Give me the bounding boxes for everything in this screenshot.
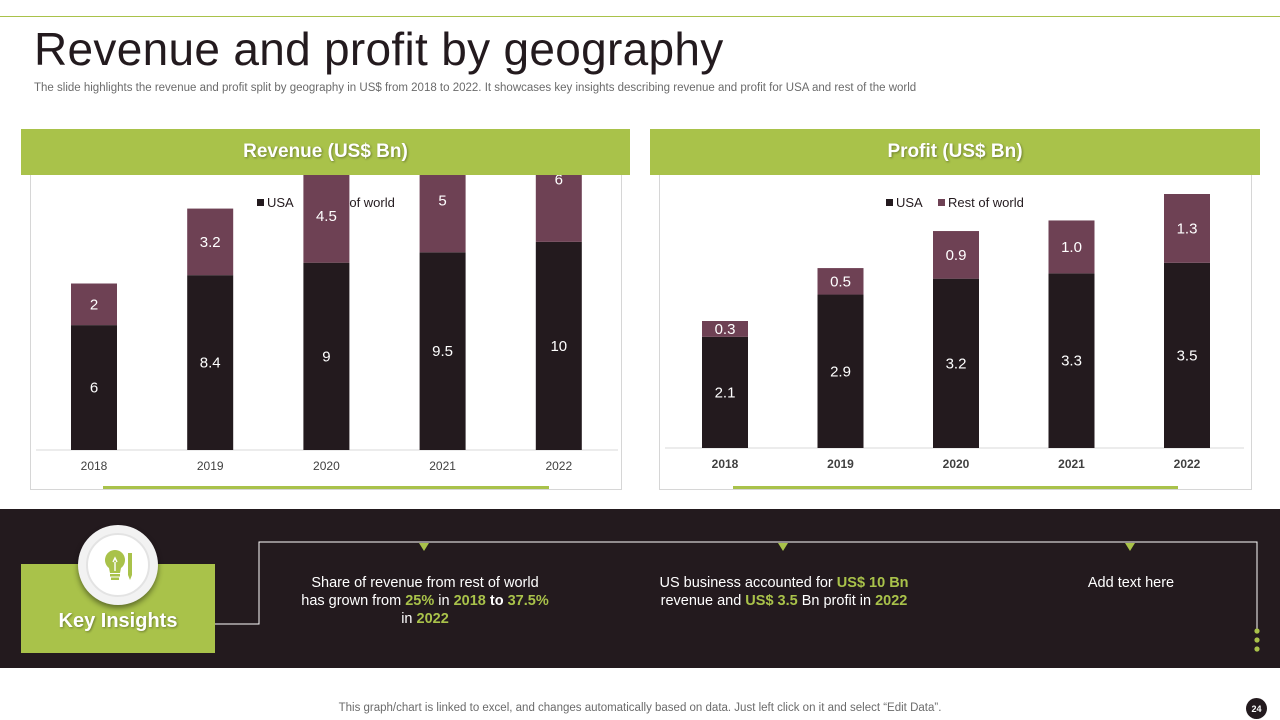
bar-usa-2020	[303, 262, 350, 450]
data-label: 3.2	[946, 355, 967, 372]
revenue-chart-header: Revenue (US$ Bn)	[21, 129, 630, 175]
bar-usa-2019	[817, 294, 864, 448]
x-tick-label: 2019	[197, 459, 224, 473]
profit-chart[interactable]: USA Rest of world 2.1 0.3 2018 2.9 0.5 2019 3.2 0…	[660, 175, 1253, 490]
bar-rest-of-world-2022	[535, 175, 582, 242]
bar-usa-2022	[1164, 262, 1210, 448]
x-tick-label: 2019	[827, 457, 854, 471]
legend-label: USA	[896, 195, 923, 210]
key-insights-badge	[78, 525, 158, 605]
connector-dot	[1254, 646, 1260, 652]
bar-rest-of-world-2021	[1048, 220, 1095, 274]
revenue-chart[interactable]: USA Rest of world6220188.43.2201994.52020…	[31, 175, 623, 490]
data-label: 0.3	[715, 321, 736, 338]
chart-accent-line	[733, 486, 1178, 489]
data-label: 2.9	[830, 363, 851, 380]
data-label: 1.0	[1061, 239, 1082, 256]
insight-highlight: 2022	[416, 611, 449, 627]
legend-swatch-rest-of-world	[938, 199, 945, 206]
lightbulb-pencil-icon	[104, 550, 132, 580]
data-label: 3.3	[1061, 353, 1082, 370]
data-label: 4.5	[316, 208, 337, 225]
profit-chart-panel[interactable]: USA Rest of world 2.1 0.3 2018 2.9 0.5 2019 3.2 0…	[659, 175, 1252, 490]
x-tick-label: 2021	[429, 459, 456, 473]
bar-usa-2022	[535, 241, 582, 450]
x-tick-label: 2022	[1174, 457, 1201, 471]
bar-rest-of-world-2019	[187, 208, 234, 276]
x-tick-label: 2022	[545, 459, 572, 473]
insight-highlight: 37.5%	[507, 593, 549, 609]
x-tick-label: 2021	[1058, 457, 1085, 471]
top-rule	[0, 16, 1280, 17]
bar-usa-2018	[702, 336, 748, 448]
data-label: 3.5	[1177, 347, 1198, 364]
data-label: 9	[322, 348, 330, 365]
bar-rest-of-world-2022	[1164, 194, 1210, 263]
data-label: 9.5	[432, 343, 453, 360]
insight-highlight: US$ 10 Bn	[836, 575, 909, 591]
data-label: 6	[555, 175, 563, 188]
footer-note: This graph/chart is linked to excel, and…	[338, 702, 942, 714]
data-label: 1.3	[1177, 220, 1198, 237]
bar-usa-2021	[1048, 273, 1095, 448]
connector-dot	[1254, 637, 1260, 643]
data-label: 2	[90, 296, 98, 313]
data-label: 0.9	[946, 247, 967, 264]
chart-accent-line	[103, 486, 549, 489]
page-number: 24	[1246, 698, 1267, 719]
bar-usa-2019	[187, 275, 234, 450]
insight-connector-lines	[191, 541, 1260, 652]
bar-usa-2020	[933, 278, 979, 448]
insight-marker-2	[778, 543, 788, 551]
legend-swatch-usa	[257, 199, 264, 206]
insight-marker-3	[1125, 543, 1135, 551]
legend-swatch-usa	[886, 199, 893, 206]
page-subtitle: The slide highlights the revenue and pro…	[34, 82, 917, 94]
x-tick-label: 2020	[313, 459, 340, 473]
insight-highlight: 2018	[453, 593, 486, 609]
insight-text-2[interactable]: US business accounted for US$ 10 Bn reve…	[659, 575, 909, 609]
connector-dot	[1254, 628, 1260, 634]
bar-rest-of-world-2018	[702, 321, 748, 337]
insight-highlight: 25%	[405, 593, 435, 609]
insight-highlight: 2022	[875, 593, 908, 609]
data-label: 2.1	[715, 384, 736, 401]
revenue-chart-panel[interactable]: USA Rest of world 6 2 2018 8.4 3.2 2019 9 4.5 2020…	[30, 175, 622, 490]
bar-rest-of-world-2020	[303, 175, 350, 263]
insight-text-1[interactable]: Share of revenue from rest of world has …	[301, 575, 549, 627]
key-insights-title: Key Insights	[58, 610, 178, 632]
data-label: 3.2	[200, 234, 221, 251]
data-label: 0.5	[830, 273, 851, 290]
data-label: 8.4	[200, 355, 221, 372]
insight-text-3[interactable]: Add text here	[1087, 575, 1175, 591]
bar-usa-2021	[419, 252, 466, 450]
insight-highlight: US$ 3.5	[745, 593, 798, 609]
x-tick-label: 2018	[712, 457, 739, 471]
bar-rest-of-world-2020	[933, 231, 979, 279]
bar-rest-of-world-2021	[419, 175, 466, 253]
legend-label: USA	[267, 195, 294, 210]
legend-label: Rest of world	[948, 195, 1024, 210]
chart-legend: USA Rest of world	[886, 195, 1024, 210]
bar-usa-2018	[71, 325, 117, 450]
x-tick-label: 2018	[81, 459, 108, 473]
bar-rest-of-world-2018	[71, 283, 117, 326]
data-label: 6	[90, 380, 98, 397]
bar-rest-of-world-2019	[817, 268, 864, 295]
x-tick-label: 2020	[943, 457, 970, 471]
profit-chart-header: Profit (US$ Bn)	[650, 129, 1260, 175]
data-label: 5	[438, 192, 446, 209]
page-title: Revenue and profit by geography	[34, 23, 724, 75]
insight-marker-1	[419, 543, 429, 551]
data-label: 10	[550, 338, 567, 355]
